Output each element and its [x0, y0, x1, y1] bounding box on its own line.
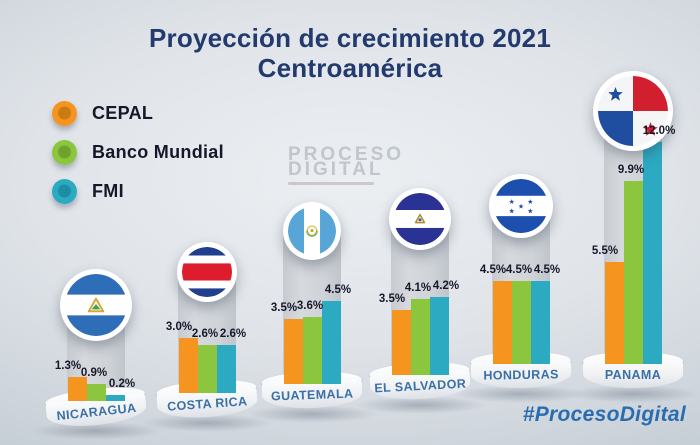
bar-value-label: 2.6%	[219, 327, 247, 340]
bar-banco-mundial	[302, 317, 322, 384]
bar-fmi	[216, 344, 236, 393]
watermark-proceso-digital: PROCESO DIGITAL	[288, 144, 405, 185]
bar-cepal	[283, 319, 303, 384]
bar-cepal	[67, 376, 87, 401]
flag-nicaragua-icon	[60, 269, 132, 341]
bar-value-label: 0.9%	[80, 367, 108, 380]
bar-fmi	[530, 280, 550, 364]
flag-panama-icon	[593, 71, 673, 151]
bar-value-label: 4.5%	[505, 263, 533, 276]
legend-item-cepal: CEPAL	[52, 100, 224, 126]
bar-banco-mundial	[410, 299, 430, 375]
legend-label: Banco Mundial	[92, 141, 224, 162]
country-label: GUATEMALA	[270, 386, 354, 403]
pedestal-shadow	[141, 414, 273, 432]
bar-value-label: 4.5%	[533, 263, 561, 276]
bar-banco-mundial	[86, 384, 106, 401]
bar-value-label: 3.6%	[296, 300, 324, 313]
flag-el-salvador-icon	[389, 188, 451, 250]
pedestal-shadow	[30, 422, 162, 440]
bar-value-label: 9.9%	[617, 163, 645, 176]
page-title-line1: Proyección de crecimiento 2021	[149, 23, 551, 53]
bar-fmi	[321, 300, 341, 384]
bar-cepal	[492, 280, 512, 364]
country-label: PANAMA	[604, 367, 662, 382]
bar-cepal	[391, 310, 411, 375]
bar-value-label: 0.2%	[108, 378, 136, 390]
bar-value-label: 2.6%	[191, 327, 219, 340]
flag-honduras-icon	[489, 174, 553, 238]
legend-swatch-icon	[52, 178, 77, 204]
bar-value-label: 4.2%	[432, 280, 460, 293]
pedestal-body: HONDURAS	[470, 360, 572, 389]
legend: CEPAL Banco Mundial FMI	[52, 100, 224, 217]
bar-cepal	[178, 337, 198, 393]
country-label: HONDURAS	[483, 366, 559, 383]
watermark-line2: DIGITAL	[288, 158, 384, 180]
flag-costa-rica-icon	[177, 242, 237, 302]
bar-value-label: 3.5%	[378, 293, 406, 306]
legend-item-banco-mundial: Banco Mundial	[52, 139, 224, 165]
bar-value-label: 5.5%	[591, 245, 619, 258]
pedestal-shadow	[354, 396, 486, 414]
country-label: COSTA RICA	[166, 393, 248, 414]
pedestal-shadow	[567, 385, 699, 403]
bar-banco-mundial	[623, 180, 643, 364]
bar-fmi	[642, 142, 662, 364]
country-label: EL SALVADOR	[373, 376, 467, 395]
bar-value-label: 1.3%	[54, 359, 82, 372]
bar-value-label: 12.0%	[642, 125, 676, 137]
watermark-line1: PROCESO	[288, 144, 405, 165]
watermark-tagline	[288, 182, 374, 185]
bar-cepal	[604, 262, 624, 364]
pedestal-shadow	[455, 385, 587, 403]
legend-label: CEPAL	[92, 102, 154, 123]
flag-guatemala-icon	[283, 202, 341, 260]
pedestal-shadow	[246, 405, 378, 423]
bar-value-label: 4.5%	[324, 283, 352, 296]
bar-banco-mundial	[511, 280, 531, 364]
bar-banco-mundial	[197, 344, 217, 393]
page-title-line2: Centroamérica	[257, 52, 443, 83]
bar-fmi	[105, 395, 125, 401]
legend-label: FMI	[92, 180, 124, 201]
legend-swatch-icon	[52, 139, 77, 165]
page-title: Proyección de crecimiento 2021 Centroamé…	[0, 23, 700, 83]
bar-value-label: 4.1%	[404, 282, 432, 295]
legend-swatch-icon	[52, 100, 77, 126]
legend-item-fmi: FMI	[52, 178, 224, 204]
bar-value-label: 3.5%	[270, 302, 298, 315]
pedestal-body: PANAMA	[583, 361, 683, 388]
hashtag-proceso-digital: #ProcesoDigital	[522, 403, 686, 426]
bar-value-label: 4.5%	[479, 263, 507, 276]
bar-value-label: 3.0%	[165, 320, 193, 333]
bar-fmi	[429, 297, 449, 375]
country-label: NICARAGUA	[55, 400, 137, 423]
